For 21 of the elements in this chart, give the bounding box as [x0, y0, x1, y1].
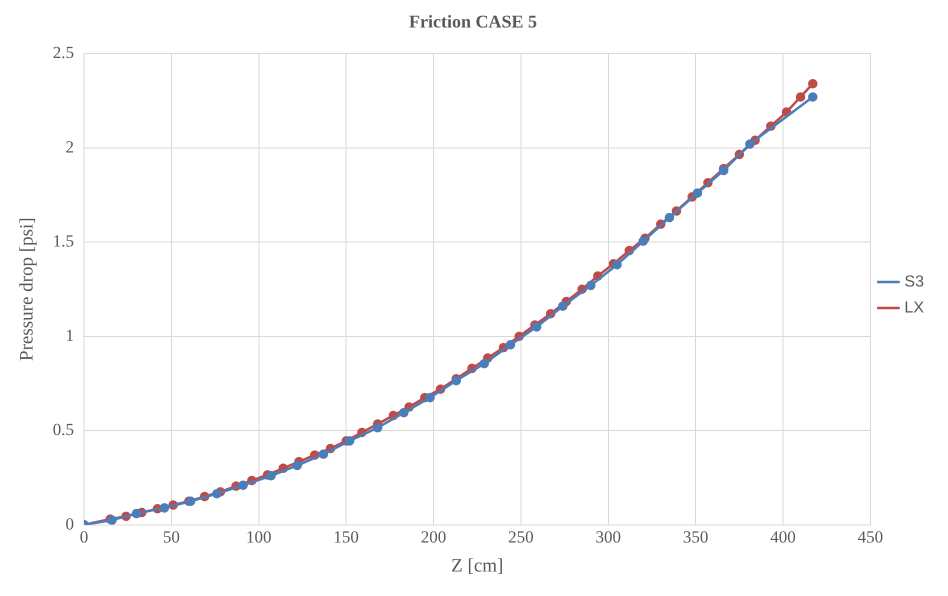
x-tick-label: 100 [246, 527, 272, 546]
y-tick-label: 0 [66, 514, 74, 534]
y-tick-label: 2 [66, 137, 74, 156]
legend-label: LX [904, 299, 924, 316]
x-tick-label: 400 [770, 527, 796, 546]
y-axis-title: Pressure drop [psi] [16, 217, 38, 361]
x-tick-label: 250 [508, 527, 534, 546]
y-tick-label: 1.5 [52, 232, 74, 251]
y-tick-label: 2.5 [52, 43, 74, 62]
x-tick-label: 150 [333, 527, 359, 546]
x-tick-label: 450 [858, 527, 884, 546]
y-tick-label: 0.5 [52, 420, 74, 440]
y-tick-label: 1 [66, 326, 74, 345]
x-tick-label: 0 [80, 527, 88, 546]
chart-title: Friction CASE 5 [409, 11, 537, 32]
x-tick-label: 300 [596, 527, 622, 546]
x-axis-title: Z [cm] [451, 556, 504, 577]
x-tick-label: 350 [682, 527, 708, 546]
legend-label: S3 [904, 273, 924, 290]
x-tick-label: 50 [162, 527, 180, 546]
x-tick-label: 200 [420, 527, 446, 546]
